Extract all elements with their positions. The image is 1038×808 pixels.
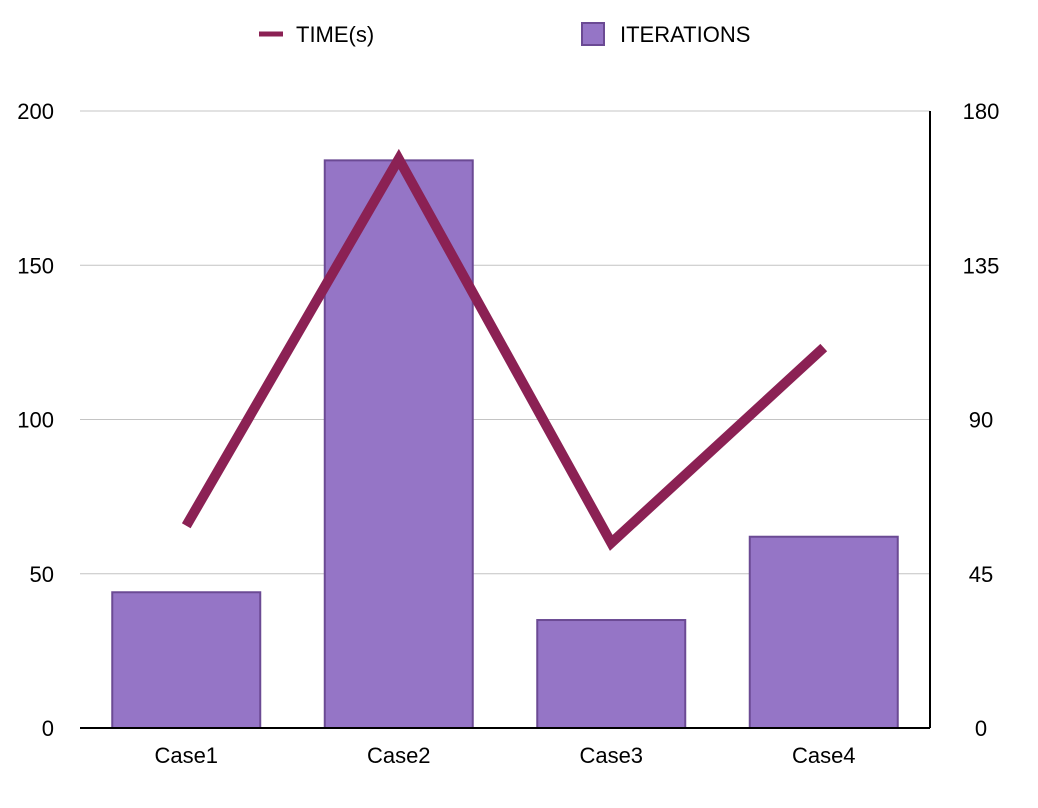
x-tick-label: Case4: [792, 743, 856, 768]
axes: [80, 111, 931, 729]
x-tick-label: Case2: [367, 743, 431, 768]
left-y-tick-label: 200: [17, 99, 54, 124]
right-y-tick-label: 90: [969, 408, 993, 433]
time-line: [181, 148, 828, 551]
x-tick-label: Case1: [154, 743, 218, 768]
right-y-tick-label: 45: [969, 562, 993, 587]
left-y-ticks: 0 50 100 150 200: [17, 99, 54, 741]
right-y-ticks: 0 45 90 135 180: [963, 99, 1000, 741]
left-y-tick-label: 50: [30, 562, 54, 587]
line-series-time: [181, 148, 828, 551]
left-y-tick-label: 100: [17, 408, 54, 433]
bar-case4: [748, 535, 899, 729]
x-tick-label: Case3: [579, 743, 643, 768]
right-y-tick-label: 135: [963, 253, 1000, 278]
right-y-tick-label: 180: [963, 99, 1000, 124]
left-y-tick-label: 150: [17, 253, 54, 278]
right-y-tick-label: 0: [975, 716, 987, 741]
bar-case3: [536, 619, 687, 730]
legend-label-time: TIME(s): [296, 22, 374, 47]
left-y-tick-label: 0: [42, 716, 54, 741]
x-ticks: Case1 Case2 Case3 Case4: [154, 743, 855, 768]
legend-swatch-iterations: [581, 22, 605, 46]
bar-case1: [111, 591, 262, 730]
legend: TIME(s) ITERATIONS: [259, 22, 750, 47]
legend-label-iterations: ITERATIONS: [620, 22, 750, 47]
